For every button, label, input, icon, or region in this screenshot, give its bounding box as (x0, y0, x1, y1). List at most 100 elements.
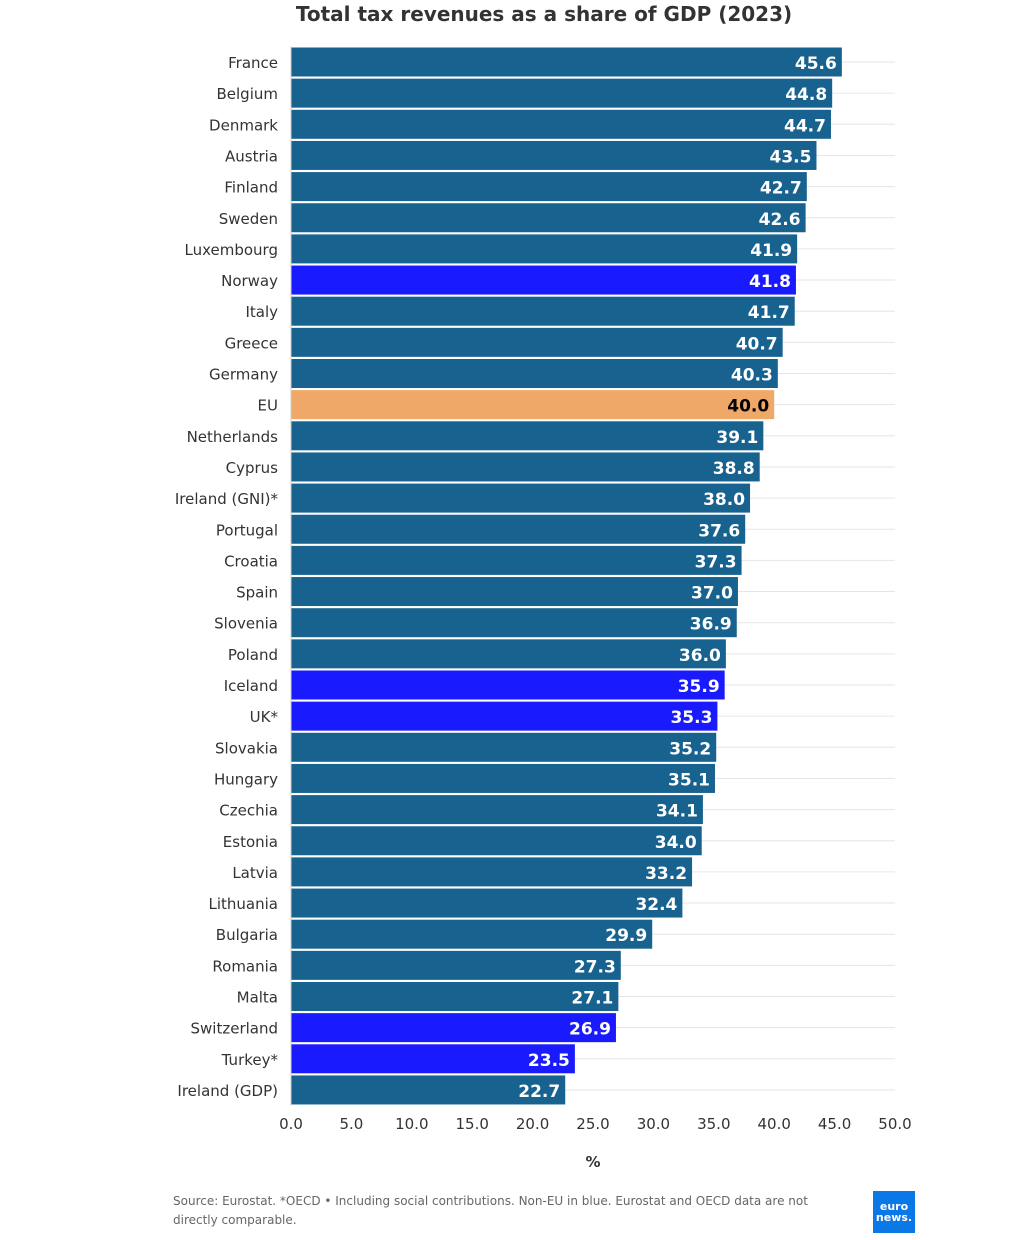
x-tick-label: 20.0 (516, 1115, 549, 1133)
category-label: Norway (221, 272, 278, 290)
data-label: 41.8 (749, 272, 791, 292)
category-label: Austria (225, 147, 278, 165)
category-label: Netherlands (187, 428, 279, 446)
data-label: 38.0 (703, 490, 745, 510)
category-label: Spain (236, 584, 278, 602)
x-tick-label: 50.0 (878, 1115, 911, 1133)
category-label: Poland (228, 646, 278, 664)
data-label: 44.8 (785, 85, 827, 105)
data-label: 40.7 (736, 334, 778, 354)
bar (291, 265, 796, 295)
data-label: 41.9 (750, 241, 792, 261)
category-label: Croatia (224, 552, 278, 570)
category-label: Italy (245, 303, 278, 321)
category-label: Finland (224, 179, 278, 197)
bar (291, 390, 775, 420)
bar (291, 857, 693, 887)
data-label: 42.6 (759, 210, 801, 230)
x-tick-label: 30.0 (637, 1115, 670, 1133)
data-label: 40.3 (731, 366, 773, 386)
bar (291, 203, 806, 233)
category-label: Czechia (219, 802, 278, 820)
logo-line1: euro (879, 1200, 909, 1213)
bar (291, 421, 764, 451)
data-label: 40.0 (727, 397, 769, 417)
category-label: Greece (225, 334, 278, 352)
x-tick-label: 10.0 (395, 1115, 428, 1133)
category-label: Cyprus (226, 459, 279, 477)
x-tick-label: 40.0 (757, 1115, 790, 1133)
data-label: 34.1 (656, 802, 698, 822)
category-label: Denmark (209, 116, 278, 134)
category-label: Estonia (223, 833, 278, 851)
source-note: Source: Eurostat. *OECD • Including soci… (173, 1194, 808, 1227)
x-axis-label: % (585, 1153, 600, 1171)
data-label: 35.2 (669, 739, 711, 759)
category-label: Lithuania (209, 895, 278, 913)
data-label: 35.9 (678, 677, 720, 697)
data-label: 36.0 (679, 646, 721, 666)
bar (291, 1013, 616, 1043)
data-label: 35.1 (668, 770, 710, 790)
data-label: 37.0 (691, 584, 733, 604)
bar (291, 639, 726, 669)
bar (291, 296, 795, 326)
bar (291, 234, 798, 264)
category-label: Bulgaria (216, 926, 278, 944)
euronews-logo: euro news. (873, 1191, 915, 1233)
data-label: 26.9 (569, 1020, 611, 1040)
x-tick-label: 5.0 (339, 1115, 363, 1133)
x-tick-label: 35.0 (697, 1115, 730, 1133)
data-label: 23.5 (528, 1051, 570, 1071)
bar (291, 545, 742, 575)
category-label: Germany (209, 366, 278, 384)
bar (291, 919, 653, 949)
bar (291, 359, 778, 388)
category-label: France (228, 54, 278, 72)
chart-title: Total tax revenues as a share of GDP (20… (295, 2, 793, 26)
data-label: 39.1 (716, 428, 758, 448)
data-label: 41.7 (748, 303, 790, 323)
bar (291, 514, 746, 544)
data-label: 38.8 (713, 459, 755, 479)
bar (291, 826, 702, 856)
bar (291, 47, 842, 77)
category-label: UK* (250, 708, 279, 726)
category-label: Latvia (232, 864, 278, 882)
bar (291, 795, 703, 825)
data-label: 34.0 (655, 833, 697, 853)
category-label: Romania (212, 957, 278, 975)
category-label: Slovenia (214, 615, 278, 633)
data-label: 43.5 (770, 147, 812, 167)
category-label: Luxembourg (185, 241, 279, 259)
data-label: 32.4 (635, 895, 677, 915)
bar (291, 670, 725, 700)
category-label: Sweden (219, 210, 278, 228)
data-label: 36.9 (690, 615, 732, 635)
bar (291, 1075, 566, 1105)
x-tick-label: 25.0 (576, 1115, 609, 1133)
bar (291, 577, 738, 607)
data-label: 45.6 (795, 54, 837, 74)
bar (291, 732, 717, 762)
bar (291, 140, 817, 170)
data-label: 35.3 (670, 708, 712, 728)
category-label: Malta (237, 989, 278, 1007)
bar (291, 172, 807, 202)
bar (291, 982, 619, 1011)
bar (291, 109, 831, 139)
category-label: Switzerland (191, 1020, 279, 1038)
x-tick-label: 0.0 (279, 1115, 303, 1133)
category-label: Turkey* (221, 1051, 279, 1069)
data-label: 37.6 (698, 521, 740, 541)
category-label: EU (258, 397, 278, 415)
bar (291, 1044, 575, 1074)
category-label: Ireland (GDP) (177, 1082, 278, 1100)
data-label: 37.3 (695, 552, 737, 572)
bar (291, 608, 737, 638)
category-label: Ireland (GNI)* (175, 490, 279, 508)
category-label: Belgium (217, 85, 279, 103)
bar (291, 950, 621, 980)
category-label: Iceland (224, 677, 278, 695)
data-label: 27.1 (571, 989, 613, 1009)
